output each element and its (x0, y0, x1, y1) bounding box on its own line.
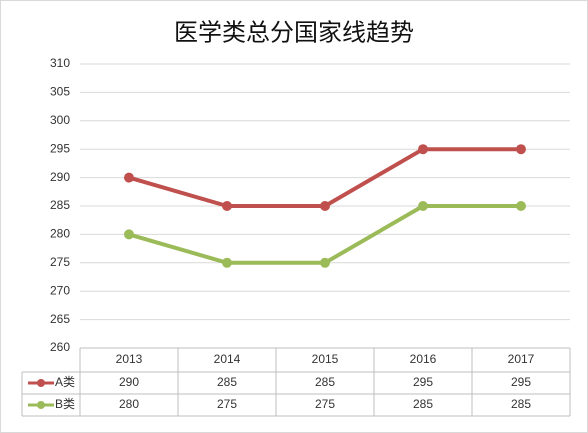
table-value: 285 (315, 375, 335, 389)
x-tick-label: 2014 (214, 352, 241, 366)
data-point (222, 201, 232, 211)
data-point (320, 257, 330, 268)
legend-label: B类 (55, 397, 75, 411)
data-point (516, 201, 526, 211)
y-tick-label: 280 (50, 227, 70, 241)
x-tick-label: 2015 (312, 352, 339, 366)
table-value: 275 (217, 397, 237, 411)
data-point (516, 144, 526, 155)
x-tick-label: 2013 (116, 352, 143, 366)
data-point (418, 201, 428, 211)
legend-label: A类 (55, 375, 75, 389)
table-value: 290 (119, 375, 139, 389)
chart-title: 医学类总分国家线趋势 (174, 19, 414, 47)
y-tick-label: 305 (50, 85, 70, 99)
table-value: 285 (511, 397, 531, 411)
y-tick-label: 290 (50, 170, 70, 184)
table-value: 275 (315, 397, 335, 411)
data-point (124, 229, 134, 240)
y-tick-label: 270 (50, 283, 70, 297)
y-tick-label: 275 (50, 255, 70, 269)
table-value: 285 (413, 397, 433, 411)
y-tick-label: 260 (50, 340, 70, 354)
table-value: 295 (511, 375, 531, 389)
table-value: 280 (119, 397, 139, 411)
x-tick-label: 2017 (508, 352, 535, 366)
y-tick-label: 295 (50, 141, 70, 155)
legend-marker (37, 379, 45, 387)
y-tick-label: 265 (50, 312, 70, 326)
data-point (418, 144, 428, 155)
table-value: 285 (217, 375, 237, 389)
data-point (320, 201, 330, 211)
y-tick-label: 285 (50, 198, 70, 212)
table-value: 295 (413, 375, 433, 389)
data-point (222, 257, 232, 268)
y-tick-label: 300 (50, 113, 70, 127)
data-point (124, 172, 134, 183)
legend-marker (37, 401, 45, 409)
y-tick-label: 310 (50, 56, 70, 70)
x-tick-label: 2016 (410, 352, 437, 366)
